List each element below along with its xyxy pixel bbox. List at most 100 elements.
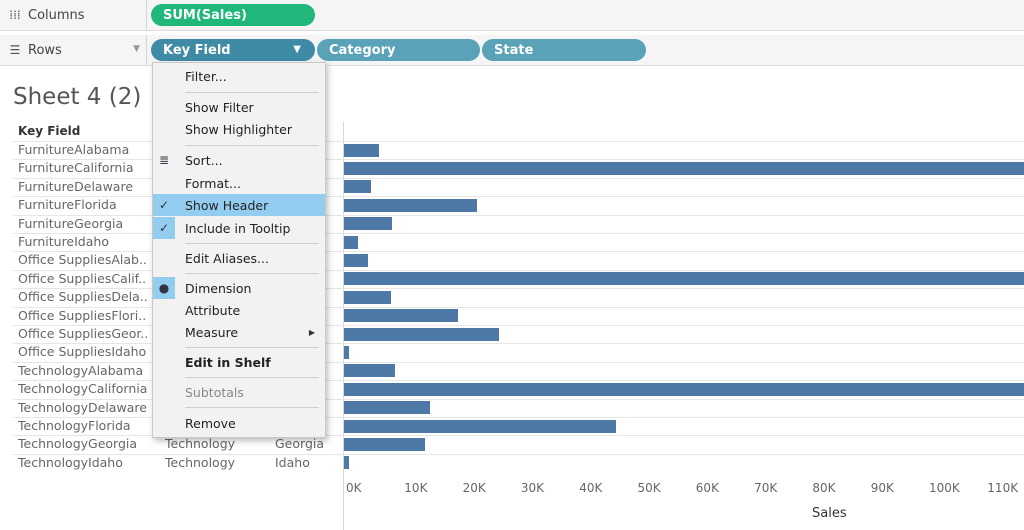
- context-menu: Filter... Show Filter Show Highlighter ≣ Sor…: [152, 62, 326, 438]
- row-divider: [13, 343, 1024, 345]
- menu-item-label: Show Header: [185, 197, 269, 213]
- state-pill-label: State: [494, 42, 534, 58]
- state-cell[interactable]: Idaho: [275, 454, 310, 470]
- key-field-cell[interactable]: TechnologyIdaho: [18, 454, 123, 470]
- key-field-pill-label: Key Field: [163, 42, 231, 58]
- key-field-cell[interactable]: Office SuppliesDela..: [18, 289, 148, 305]
- columns-shelf-label: ⁞⁞⁞ Columns: [0, 0, 147, 30]
- key-field-cell[interactable]: FurnitureDelaware: [18, 178, 134, 194]
- columns-icon: ⁞⁞⁞: [9, 8, 21, 22]
- menu-item-label: Remove: [185, 415, 236, 431]
- x-tick-label: 110K: [987, 481, 1019, 495]
- bar[interactable]: [344, 364, 395, 378]
- key-field-pill[interactable]: Key Field ▼: [151, 39, 315, 61]
- bar[interactable]: [344, 309, 458, 323]
- row-divider: [13, 288, 1024, 290]
- bar[interactable]: [344, 217, 393, 231]
- menu-separator: [185, 273, 319, 274]
- menu-item-sort[interactable]: ≣ Sort...: [153, 149, 325, 171]
- menu-separator: [185, 243, 319, 244]
- bar[interactable]: [344, 345, 350, 359]
- columns-label: Columns: [28, 7, 85, 23]
- bar[interactable]: [344, 235, 359, 249]
- menu-item-remove[interactable]: Remove: [153, 412, 325, 434]
- x-tick-label: 10K: [404, 481, 428, 495]
- bar[interactable]: [344, 198, 478, 212]
- rows-dropdown-icon[interactable]: ▼: [133, 44, 140, 54]
- row-divider: [13, 398, 1024, 400]
- key-field-cell[interactable]: Office SuppliesCalif..: [18, 270, 147, 286]
- key-field-cell[interactable]: TechnologyDelaware: [18, 399, 147, 415]
- bar[interactable]: [344, 161, 1024, 175]
- key-field-cell[interactable]: TechnologyAlabama: [18, 362, 144, 378]
- bar[interactable]: [344, 437, 426, 451]
- bar[interactable]: [344, 401, 430, 415]
- menu-item-show-filter[interactable]: Show Filter: [153, 96, 325, 118]
- rows-label: Rows: [28, 42, 62, 58]
- menu-item-show-header[interactable]: ✓ Show Header: [153, 194, 325, 216]
- rows-icon: ☰: [9, 43, 21, 57]
- category-cell[interactable]: Technology: [165, 436, 236, 452]
- menu-item-edit-in-shelf[interactable]: Edit in Shelf: [153, 351, 325, 373]
- sheet-title: Sheet 4 (2): [13, 84, 142, 110]
- bar[interactable]: [344, 290, 391, 304]
- menu-item-dimension[interactable]: ● Dimension: [153, 277, 325, 299]
- menu-item-filter[interactable]: Filter...: [153, 65, 325, 87]
- menu-item-label: Subtotals: [185, 384, 244, 400]
- x-tick-label: 30K: [520, 481, 545, 495]
- rows-shelf-label: ☰ Rows ▼: [0, 35, 147, 65]
- row-divider: [13, 453, 1024, 455]
- menu-item-label: Measure: [185, 324, 239, 340]
- menu-item-subtotals: Subtotals: [153, 381, 325, 403]
- bar[interactable]: [344, 180, 371, 194]
- bar[interactable]: [344, 253, 368, 267]
- bar[interactable]: [344, 327, 500, 341]
- row-divider: [13, 251, 1024, 253]
- bar[interactable]: [344, 382, 1024, 396]
- key-field-caret-icon[interactable]: ▼: [293, 44, 301, 55]
- menu-item-label: Show Highlighter: [185, 121, 292, 137]
- key-field-header[interactable]: Key Field: [18, 124, 81, 138]
- key-field-cell[interactable]: FurnitureCalifornia: [18, 160, 134, 176]
- row-divider: [13, 159, 1024, 161]
- key-field-cell[interactable]: TechnologyCalifornia: [18, 381, 148, 397]
- sort-icon: ≣: [158, 153, 170, 167]
- key-field-cell[interactable]: FurnitureIdaho: [18, 234, 109, 249]
- state-cell[interactable]: Georgia: [275, 436, 325, 452]
- key-field-cell[interactable]: Office SuppliesFlori..: [18, 307, 147, 323]
- state-pill[interactable]: State: [482, 39, 646, 61]
- x-tick-label: 80K: [812, 481, 836, 495]
- x-axis-label: Sales: [812, 506, 847, 521]
- columns-shelf: ⁞⁞⁞ Columns SUM(Sales): [0, 0, 1024, 31]
- menu-item-attribute[interactable]: Attribute: [153, 299, 325, 321]
- key-field-cell[interactable]: TechnologyGeorgia: [18, 436, 138, 452]
- bar[interactable]: [344, 456, 349, 470]
- menu-item-include-in-tooltip[interactable]: ✓ Include in Tooltip: [153, 217, 325, 239]
- menu-separator: [185, 377, 319, 378]
- row-divider: [13, 325, 1024, 326]
- radio-dot-icon: ●: [153, 277, 175, 299]
- x-tick-label: 100K: [929, 481, 960, 495]
- bar[interactable]: [344, 419, 616, 433]
- category-pill[interactable]: Category: [317, 39, 480, 61]
- menu-item-format[interactable]: Format...: [153, 172, 325, 194]
- key-field-cell[interactable]: FurnitureFlorida: [18, 197, 117, 213]
- menu-item-measure[interactable]: Measure ▶: [153, 321, 325, 343]
- key-field-cell[interactable]: FurnitureAlabama: [18, 142, 130, 157]
- key-field-cell[interactable]: Office SuppliesAlab..: [18, 252, 147, 268]
- menu-item-label: Include in Tooltip: [185, 220, 291, 236]
- key-field-cell[interactable]: Office SuppliesGeor..: [18, 326, 149, 341]
- category-cell[interactable]: Technology: [165, 454, 236, 470]
- menu-item-edit-aliases[interactable]: Edit Aliases...: [153, 247, 325, 269]
- bar[interactable]: [344, 143, 380, 157]
- row-divider: [13, 196, 1024, 198]
- sum-sales-pill[interactable]: SUM(Sales): [151, 4, 315, 26]
- key-field-cell[interactable]: TechnologyFlorida: [18, 418, 131, 433]
- bar[interactable]: [344, 272, 1024, 286]
- row-divider: [13, 380, 1024, 382]
- menu-item-show-highlighter[interactable]: Show Highlighter: [153, 118, 325, 140]
- row-divider: [13, 233, 1024, 234]
- menu-separator: [185, 407, 319, 408]
- key-field-cell[interactable]: FurnitureGeorgia: [18, 215, 124, 231]
- key-field-cell[interactable]: Office SuppliesIdaho: [18, 344, 147, 360]
